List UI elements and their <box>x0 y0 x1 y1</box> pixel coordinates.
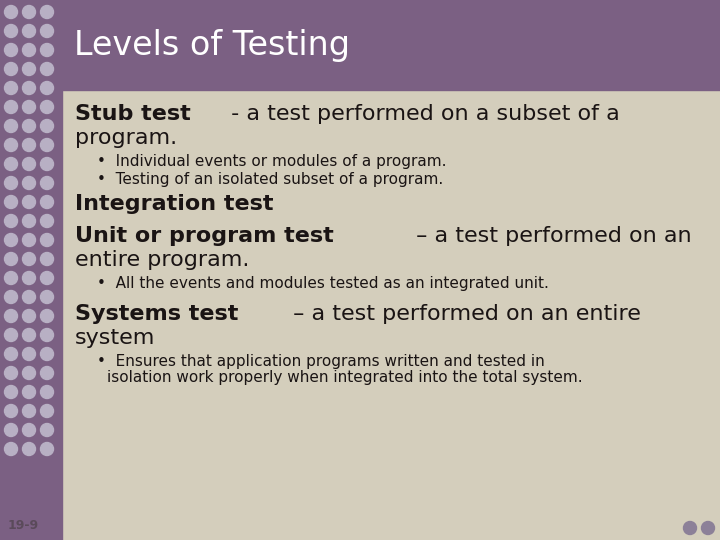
Circle shape <box>4 100 17 113</box>
Circle shape <box>22 119 35 132</box>
Text: entire program.: entire program. <box>75 250 249 270</box>
Circle shape <box>40 63 53 76</box>
Text: Levels of Testing: Levels of Testing <box>74 29 350 62</box>
Circle shape <box>40 82 53 94</box>
Circle shape <box>22 233 35 246</box>
Circle shape <box>4 24 17 37</box>
Circle shape <box>40 100 53 113</box>
Circle shape <box>4 82 17 94</box>
Circle shape <box>40 119 53 132</box>
Circle shape <box>22 442 35 456</box>
Circle shape <box>4 177 17 190</box>
Text: system: system <box>75 328 156 348</box>
Circle shape <box>40 442 53 456</box>
Text: •  Testing of an isolated subset of a program.: • Testing of an isolated subset of a pro… <box>97 172 444 187</box>
Text: – a test performed on an entire: – a test performed on an entire <box>286 304 641 324</box>
Text: •  Individual events or modules of a program.: • Individual events or modules of a prog… <box>97 154 446 169</box>
Circle shape <box>22 5 35 18</box>
Circle shape <box>22 272 35 285</box>
Circle shape <box>40 158 53 171</box>
Text: – a test performed on an: – a test performed on an <box>409 226 691 246</box>
Circle shape <box>40 386 53 399</box>
Circle shape <box>40 5 53 18</box>
Circle shape <box>22 309 35 322</box>
Text: Stub test: Stub test <box>75 104 191 124</box>
Circle shape <box>4 44 17 57</box>
Circle shape <box>22 177 35 190</box>
Circle shape <box>4 367 17 380</box>
Circle shape <box>40 214 53 227</box>
Circle shape <box>22 367 35 380</box>
Circle shape <box>4 442 17 456</box>
Circle shape <box>40 309 53 322</box>
Circle shape <box>40 44 53 57</box>
Circle shape <box>22 291 35 303</box>
Circle shape <box>40 177 53 190</box>
Circle shape <box>4 195 17 208</box>
Circle shape <box>40 291 53 303</box>
Circle shape <box>22 348 35 361</box>
Circle shape <box>40 195 53 208</box>
Circle shape <box>22 63 35 76</box>
Circle shape <box>40 272 53 285</box>
Bar <box>0 0 62 540</box>
Text: •  Ensures that application programs written and tested in: • Ensures that application programs writ… <box>97 354 545 369</box>
Circle shape <box>4 63 17 76</box>
Circle shape <box>4 138 17 152</box>
Circle shape <box>4 348 17 361</box>
Text: Systems test: Systems test <box>75 304 238 324</box>
Circle shape <box>40 233 53 246</box>
Circle shape <box>4 119 17 132</box>
Circle shape <box>40 253 53 266</box>
Circle shape <box>4 233 17 246</box>
Text: •  All the events and modules tested as an integrated unit.: • All the events and modules tested as a… <box>97 276 549 291</box>
Text: Integration test: Integration test <box>75 194 274 214</box>
Circle shape <box>22 423 35 436</box>
Circle shape <box>4 5 17 18</box>
Circle shape <box>40 423 53 436</box>
Circle shape <box>40 328 53 341</box>
Circle shape <box>4 214 17 227</box>
Circle shape <box>22 328 35 341</box>
Circle shape <box>22 195 35 208</box>
Circle shape <box>40 404 53 417</box>
Circle shape <box>4 291 17 303</box>
Circle shape <box>22 138 35 152</box>
Circle shape <box>4 309 17 322</box>
Circle shape <box>22 24 35 37</box>
Text: 19-9: 19-9 <box>8 519 39 532</box>
Circle shape <box>22 404 35 417</box>
Circle shape <box>4 404 17 417</box>
Circle shape <box>40 24 53 37</box>
Circle shape <box>4 423 17 436</box>
Circle shape <box>40 138 53 152</box>
Text: - a test performed on a subset of a: - a test performed on a subset of a <box>225 104 620 124</box>
Circle shape <box>22 214 35 227</box>
Bar <box>0 0 720 90</box>
Circle shape <box>22 386 35 399</box>
Circle shape <box>4 158 17 171</box>
Circle shape <box>4 253 17 266</box>
Text: isolation work properly when integrated into the total system.: isolation work properly when integrated … <box>107 370 582 385</box>
Circle shape <box>40 367 53 380</box>
Circle shape <box>683 522 696 535</box>
Text: Unit or program test: Unit or program test <box>75 226 334 246</box>
Circle shape <box>4 272 17 285</box>
Circle shape <box>4 386 17 399</box>
Text: program.: program. <box>75 128 177 148</box>
Circle shape <box>22 100 35 113</box>
Circle shape <box>40 348 53 361</box>
Circle shape <box>4 328 17 341</box>
Circle shape <box>22 158 35 171</box>
Circle shape <box>22 44 35 57</box>
Circle shape <box>22 253 35 266</box>
Bar <box>62 90 720 540</box>
Circle shape <box>22 82 35 94</box>
Circle shape <box>701 522 714 535</box>
